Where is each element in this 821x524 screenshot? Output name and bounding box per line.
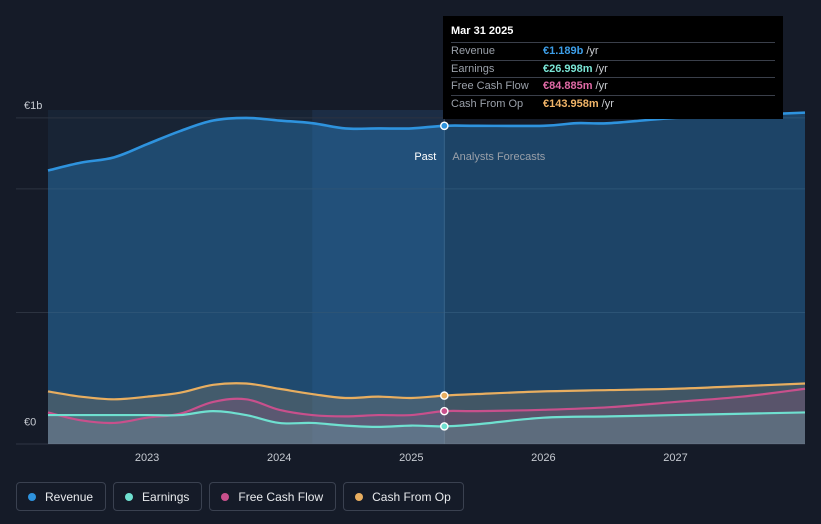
legend-item-earnings[interactable]: Earnings <box>113 482 203 511</box>
x-tick-label: 2024 <box>267 452 291 464</box>
legend-label: Cash From Op <box>372 489 451 504</box>
tooltip-row-free-cash-flow: Free Cash Flow €84.885m /yr <box>451 77 775 95</box>
legend-dot-icon <box>28 492 36 501</box>
earnings-line <box>47 410 806 429</box>
tooltip-row-earnings: Earnings €26.998m /yr <box>451 59 775 78</box>
y-tick-label: €1b <box>24 100 42 112</box>
highlight-band <box>312 110 445 444</box>
tooltip-unit: /yr <box>595 62 608 75</box>
revenue-area <box>48 112 805 445</box>
tooltip-unit: /yr <box>586 45 599 58</box>
x-tick-label: 2026 <box>531 452 555 464</box>
tooltip-unit: /yr <box>595 80 608 93</box>
earnings-area <box>48 411 805 444</box>
tooltip-value: €143.958m <box>543 97 599 110</box>
past-label: Past <box>414 151 436 163</box>
legend-item-revenue[interactable]: Revenue <box>16 482 107 511</box>
legend-dot-icon <box>125 492 134 501</box>
legend-item-cash-from-op[interactable]: Cash From Op <box>343 482 464 511</box>
x-tick-label: 2025 <box>399 452 423 464</box>
free-cash-flow-marker <box>440 406 449 416</box>
legend: Revenue Earnings Free Cash Flow Cash Fro… <box>16 482 464 511</box>
legend-dot-icon <box>221 492 230 501</box>
x-tick-label: 2023 <box>135 452 159 464</box>
tooltip-value: €1.189b <box>543 45 584 58</box>
cash-from-op-line <box>47 382 806 401</box>
y-tick-label: €0 <box>24 416 36 428</box>
tooltip-row-revenue: Revenue €1.189b /yr <box>451 42 775 60</box>
tooltip-unit: /yr <box>601 97 614 110</box>
free-cash-flow-line <box>47 387 806 425</box>
earnings-marker <box>440 422 449 431</box>
revenue-marker <box>440 121 449 131</box>
legend-item-free-cash-flow[interactable]: Free Cash Flow <box>209 482 337 511</box>
tooltip-value: €84.885m <box>543 80 593 93</box>
tooltip-label: Revenue <box>451 45 496 58</box>
free-cash-flow-area <box>48 388 805 444</box>
tooltip-date: Mar 31 2025 <box>451 25 514 37</box>
revenue-line <box>47 111 806 172</box>
legend-label: Revenue <box>45 489 94 504</box>
tooltip-label: Cash From Op <box>451 97 524 110</box>
tooltip-label: Free Cash Flow <box>451 80 529 93</box>
tooltip: Mar 31 2025 Revenue €1.189b /yr Earnings… <box>443 16 783 119</box>
tooltip-label: Earnings <box>451 62 495 75</box>
cash-from-op-marker <box>440 391 449 400</box>
legend-label: Free Cash Flow <box>238 489 324 504</box>
x-tick-label: 2027 <box>663 452 687 464</box>
legend-dot-icon <box>355 492 364 501</box>
legend-label: Earnings <box>142 489 190 504</box>
tooltip-value: €26.998m <box>543 62 593 75</box>
tooltip-row-cash-from-op: Cash From Op €143.958m /yr <box>451 94 775 113</box>
forecast-label: Analysts Forecasts <box>452 151 545 163</box>
